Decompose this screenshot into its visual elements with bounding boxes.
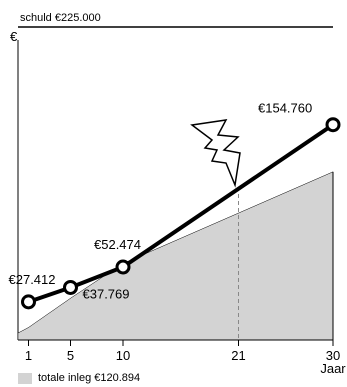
x-axis-ticks: 1 5 10 21 30 [25, 340, 340, 363]
lightning-icon [190, 119, 241, 188]
data-label: €27.412 [9, 272, 56, 287]
data-points: €27.412 €37.769 €52.474 €154.760 [9, 101, 341, 310]
data-point [325, 117, 341, 133]
x-tick-label: 10 [116, 348, 130, 363]
data-point [63, 279, 78, 295]
series-line [27, 123, 335, 304]
data-label: €154.760 [258, 101, 312, 116]
x-axis-label: Jaar [320, 361, 346, 376]
x-tick-label: 1 [25, 348, 32, 363]
legend-label: totale inleg €120.894 [38, 372, 141, 384]
contribution-area [17, 171, 334, 341]
legend: totale inleg €120.894 [18, 372, 140, 384]
x-tick-label: 21 [231, 348, 245, 363]
x-tick-label: 30 [326, 348, 340, 363]
data-point [115, 259, 131, 275]
legend-swatch [18, 372, 32, 384]
data-label: €52.474 [94, 237, 141, 252]
data-label: €37.769 [83, 286, 130, 301]
x-tick-label: 5 [67, 348, 74, 363]
y-axis-label: € [10, 29, 18, 44]
data-point [21, 294, 36, 310]
debt-line-label: schuld €225.000 [20, 12, 101, 24]
